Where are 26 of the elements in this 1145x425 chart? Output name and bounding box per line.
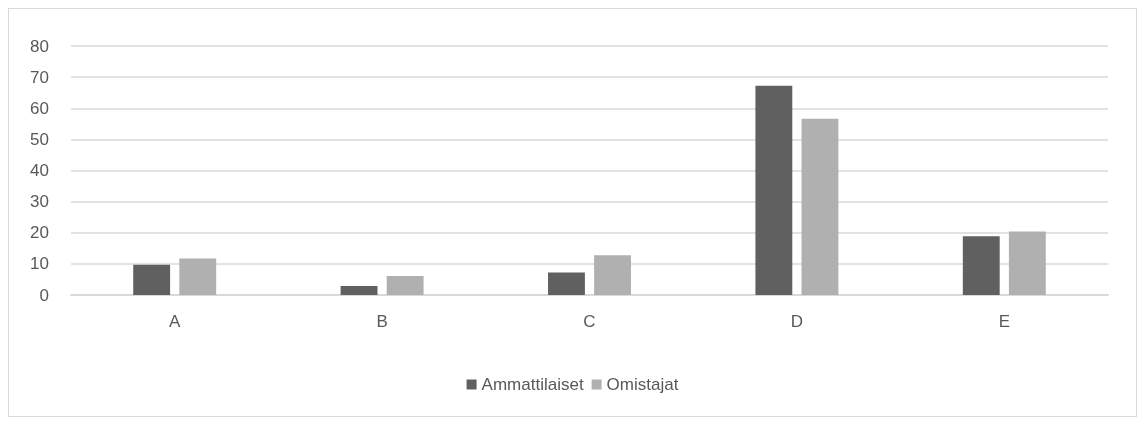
x-tick-label: C: [583, 312, 596, 331]
x-tick-label: A: [169, 312, 182, 331]
x-tick-label: E: [998, 312, 1010, 331]
bar: [962, 236, 1000, 295]
y-tick-label: 70: [30, 67, 49, 87]
bar: [1008, 231, 1046, 295]
y-tick-label: 0: [39, 285, 49, 305]
bar: [340, 285, 378, 295]
bar: [548, 272, 585, 295]
legend-label: Ammattilaiset: [481, 375, 584, 394]
y-tick-label: 80: [30, 36, 49, 56]
y-tick-label: 10: [30, 254, 49, 274]
bar: [386, 276, 424, 295]
bar: [801, 118, 839, 295]
y-tick-label: 60: [30, 98, 49, 118]
bar: [755, 85, 793, 295]
y-tick-label: 40: [30, 161, 49, 180]
y-tick-label: 30: [30, 192, 49, 212]
x-tick-label: D: [790, 312, 804, 331]
y-tick-label: 50: [30, 129, 49, 149]
x-tick-label: B: [376, 312, 388, 331]
bar: [594, 255, 631, 295]
legend-label: Omistajat: [606, 375, 679, 394]
bar: [179, 258, 217, 295]
bar: [133, 264, 171, 295]
y-tick-label: 20: [30, 223, 49, 243]
